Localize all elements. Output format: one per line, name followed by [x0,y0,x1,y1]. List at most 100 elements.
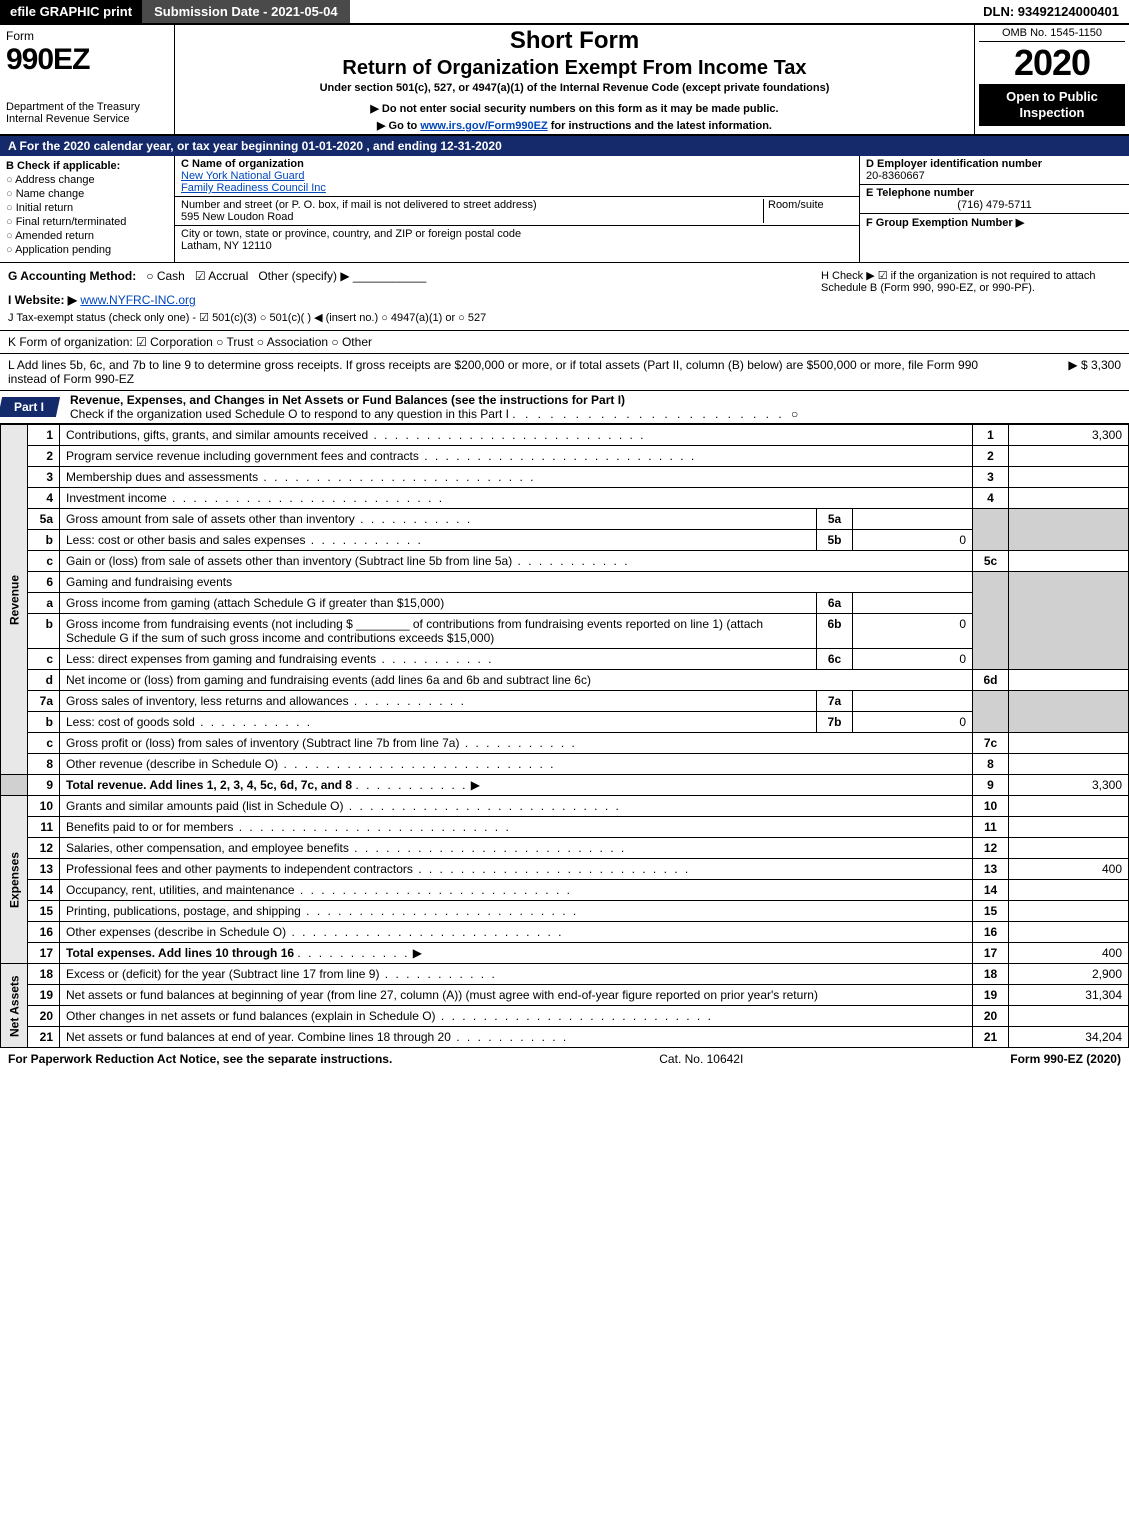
l6-shade-amt [1009,572,1129,670]
l19-num: 19 [973,985,1009,1006]
city-val: Latham, NY 12110 [181,240,272,252]
l6b-d: Gross income from fundraising events (no… [60,614,817,649]
part1-table: Revenue 1 Contributions, gifts, grants, … [0,424,1129,1048]
l9-n: 9 [28,775,60,796]
box-b-label: B Check if applicable: [6,160,168,172]
l5b-d: Less: cost or other basis and sales expe… [60,530,817,551]
irs-link[interactable]: www.irs.gov/Form990EZ [420,120,547,132]
submission-date: Submission Date - 2021-05-04 [142,0,350,23]
l5ab-shade [973,509,1009,551]
part1-header: Part I Revenue, Expenses, and Changes in… [0,391,1129,424]
l7a-sn: 7a [817,691,853,712]
l1-d: Contributions, gifts, grants, and simila… [60,425,973,446]
chk-final[interactable]: Final return/terminated [6,216,168,228]
l11-d: Benefits paid to or for members [60,817,973,838]
l7b-sa: 0 [853,712,973,733]
g-cash[interactable]: Cash [146,269,185,283]
l14-num: 14 [973,880,1009,901]
box-h: H Check ▶ ☑ if the organization is not r… [821,269,1121,324]
form-word: Form [6,29,168,43]
l20-amt [1009,1006,1129,1027]
l5b-sa: 0 [853,530,973,551]
l2-num: 2 [973,446,1009,467]
chk-address[interactable]: Address change [6,174,168,186]
box-l: L Add lines 5b, 6c, and 7b to line 9 to … [0,354,1129,391]
goto-line: ▶ Go to www.irs.gov/Form990EZ for instru… [181,119,968,132]
l10-d: Grants and similar amounts paid (list in… [60,796,973,817]
l7b-d: Less: cost of goods sold [60,712,817,733]
chk-name[interactable]: Name change [6,188,168,200]
l6c-sn: 6c [817,649,853,670]
l6d-amt [1009,670,1129,691]
l17-d: Total expenses. Add lines 10 through 16 … [60,943,973,964]
l5a-n: 5a [28,509,60,530]
l5c-d: Gain or (loss) from sale of assets other… [60,551,973,572]
g-accrual[interactable]: Accrual [195,269,248,283]
footer-left: For Paperwork Reduction Act Notice, see … [8,1052,392,1066]
l11-num: 11 [973,817,1009,838]
l13-d: Professional fees and other payments to … [60,859,973,880]
l11-amt [1009,817,1129,838]
l16-n: 16 [28,922,60,943]
l2-amt [1009,446,1129,467]
part1-check-text: Check if the organization used Schedule … [70,407,509,421]
website-link[interactable]: www.NYFRC-INC.org [80,293,195,307]
ein-val: 20-8360667 [866,170,1123,182]
l8-num: 8 [973,754,1009,775]
ein-label: D Employer identification number [866,158,1123,170]
g-other[interactable]: Other (specify) ▶ [258,269,349,283]
part1-check-box[interactable]: ○ [791,407,798,421]
l6a-sn: 6a [817,593,853,614]
l10-n: 10 [28,796,60,817]
l12-amt [1009,838,1129,859]
l7c-d: Gross profit or (loss) from sales of inv… [60,733,973,754]
box-g: G Accounting Method: Cash Accrual Other … [8,269,781,283]
group-exempt-label: F Group Exemption Number ▶ [866,217,1024,229]
l4-amt [1009,488,1129,509]
chk-pending[interactable]: Application pending [6,244,168,256]
irs-label: Internal Revenue Service [6,113,168,125]
part1-title: Revenue, Expenses, and Changes in Net As… [70,393,625,407]
short-form-title: Short Form [181,27,968,55]
g-label: G Accounting Method: [8,269,136,283]
org-name-2[interactable]: Family Readiness Council Inc [181,182,326,194]
l4-num: 4 [973,488,1009,509]
l5b-n: b [28,530,60,551]
open-to-public: Open to Public Inspection [979,85,1125,126]
department: Department of the Treasury [6,101,168,113]
l6-shade [973,572,1009,670]
side-revenue: Revenue [1,425,28,775]
box-c: C Name of organization New York National… [175,156,859,262]
l6b-sn: 6b [817,614,853,649]
box-k: K Form of organization: ☑ Corporation ○ … [0,331,1129,354]
l10-num: 10 [973,796,1009,817]
l18-d: Excess or (deficit) for the year (Subtra… [60,964,973,985]
l5c-n: c [28,551,60,572]
l1-amt: 3,300 [1009,425,1129,446]
org-name-1[interactable]: New York National Guard [181,170,305,182]
l1-num: 1 [973,425,1009,446]
l16-amt [1009,922,1129,943]
l6a-n: a [28,593,60,614]
entity-block: B Check if applicable: Address change Na… [0,156,1129,263]
tax-year: 2020 [979,42,1125,85]
l10-amt [1009,796,1129,817]
l2-d: Program service revenue including govern… [60,446,973,467]
footer-mid: Cat. No. 10642I [659,1052,743,1066]
l15-d: Printing, publications, postage, and shi… [60,901,973,922]
l18-n: 18 [28,964,60,985]
l17-amt: 400 [1009,943,1129,964]
chk-amended[interactable]: Amended return [6,230,168,242]
l17-n: 17 [28,943,60,964]
box-b: B Check if applicable: Address change Na… [0,156,175,262]
goto-pre: ▶ Go to [377,120,420,132]
return-title: Return of Organization Exempt From Incom… [181,57,968,80]
room-label: Room/suite [768,199,824,211]
under-section: Under section 501(c), 527, or 4947(a)(1)… [181,82,968,94]
l5ab-shade-amt [1009,509,1129,551]
chk-initial[interactable]: Initial return [6,202,168,214]
l8-n: 8 [28,754,60,775]
l7c-amt [1009,733,1129,754]
l15-num: 15 [973,901,1009,922]
l1-n: 1 [28,425,60,446]
